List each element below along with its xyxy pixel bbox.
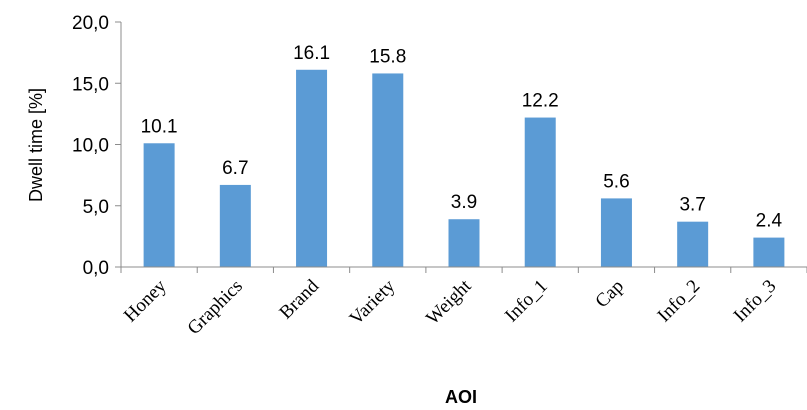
data-label: 5.6: [603, 171, 629, 192]
y-tick-label: 20,0: [72, 13, 109, 34]
bar: [448, 219, 480, 267]
data-label: 10.1: [141, 116, 178, 137]
y-tick-label: 5,0: [83, 197, 109, 218]
x-tick-label: Info_2: [654, 276, 705, 327]
y-tick-label: 15,0: [72, 74, 109, 95]
x-axis-title: AOI: [445, 387, 477, 407]
bar: [600, 198, 632, 267]
y-tick-label: 10,0: [72, 136, 109, 157]
data-label: 15.8: [369, 46, 406, 67]
data-label: 16.1: [293, 43, 330, 64]
x-tick-label: Brand: [275, 275, 323, 323]
bars-group: [143, 69, 785, 268]
data-label: 2.4: [756, 211, 783, 232]
x-tick-label: Variety: [346, 275, 400, 329]
axes-group: [115, 21, 807, 273]
x-tick-label: Honey: [120, 275, 171, 326]
x-tick-label: Weight: [422, 275, 476, 329]
bar: [677, 221, 709, 267]
labels-group: 0,0 5,0 10,0 15,0 20,0 10.1 Honey 6.7 Graphics 16…: [72, 13, 783, 339]
y-tick-label: 0,0: [83, 258, 109, 279]
bar: [219, 184, 251, 267]
x-tick-label: Info_3: [730, 276, 781, 327]
x-tick-label: Info_1: [501, 276, 552, 327]
data-label: 3.9: [451, 192, 477, 213]
x-tick-label: Graphics: [184, 276, 247, 339]
x-tick-label: Cap: [591, 276, 627, 312]
data-label: 3.7: [679, 195, 705, 216]
bar: [296, 69, 328, 268]
data-label: 12.2: [522, 91, 559, 112]
data-label: 6.7: [222, 158, 248, 179]
bar: [372, 73, 404, 267]
bar: [524, 117, 556, 267]
y-axis-title: Dwell time [%]: [26, 88, 46, 202]
bar: [143, 143, 175, 267]
bar: [753, 237, 785, 267]
